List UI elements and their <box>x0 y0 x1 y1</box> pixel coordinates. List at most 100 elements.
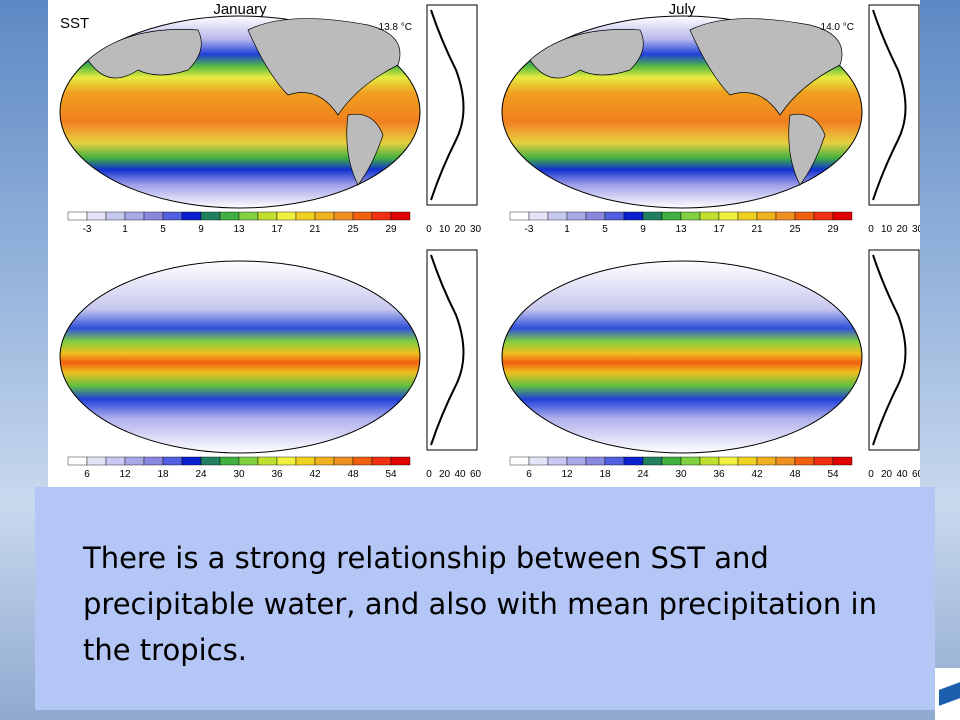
caption: There is a strong relationship between S… <box>35 487 935 710</box>
land <box>529 29 644 79</box>
colorbar-cell <box>333 456 354 466</box>
colorbar-cell <box>509 456 530 466</box>
colorbar-cell <box>547 211 568 221</box>
profile-tick-label: 20 <box>454 224 466 235</box>
colorbar-cell <box>105 211 126 221</box>
colorbar-tick-label: -3 <box>525 224 534 235</box>
colorbar-tick-label: 25 <box>347 224 359 235</box>
colorbar-cell <box>257 211 278 221</box>
profile-box <box>426 249 478 451</box>
colorbar-cell <box>124 456 145 466</box>
colorbar-cell <box>680 211 701 221</box>
colorbar-tick-label: 30 <box>233 469 245 480</box>
colorbar-cell <box>67 456 88 466</box>
colorbar-cell <box>219 211 240 221</box>
colorbar-tick-label: 54 <box>827 469 839 480</box>
profile-tick-label: 20 <box>896 224 908 235</box>
profile-tick-label: 40 <box>454 469 466 480</box>
profile-tick-label: 20 <box>439 469 451 480</box>
colorbar-cell <box>67 211 88 221</box>
profile-box <box>868 249 920 451</box>
colorbar-cell <box>737 456 758 466</box>
colorbar-cell <box>661 456 682 466</box>
profile-box <box>426 4 478 206</box>
colorbar-cell <box>585 456 606 466</box>
colorbar-cell <box>314 211 335 221</box>
colorbar-tick-label: 6 <box>84 469 90 480</box>
colorbar-cell <box>86 211 107 221</box>
profile-tick-label: 10 <box>881 224 893 235</box>
profile-curve <box>872 9 907 201</box>
colorbar-cell <box>200 211 221 221</box>
colorbar-cell <box>352 456 373 466</box>
profile-tick-label: 0 <box>868 224 874 235</box>
colorbar-cell <box>604 456 625 466</box>
colorbar-tick-label: 13 <box>233 224 245 235</box>
colorbar-cell <box>699 456 720 466</box>
colorbar-cell <box>832 211 853 221</box>
colorbar-cell <box>661 211 682 221</box>
colorbar-cell <box>143 211 164 221</box>
colorbar-cell <box>623 211 644 221</box>
colorbar-tick-label: 30 <box>675 469 687 480</box>
colorbar-cell <box>86 456 107 466</box>
colorbar-tick-label: 17 <box>271 224 283 235</box>
panel-mean: 14.0 °C <box>821 22 854 33</box>
colorbar-cell <box>105 456 126 466</box>
colorbar-tick-label: 42 <box>751 469 763 480</box>
colorbar-cell <box>737 211 758 221</box>
profile-tick-label: 0 <box>868 469 874 480</box>
colorbar-cell <box>585 211 606 221</box>
land <box>689 18 843 116</box>
land <box>788 113 826 186</box>
colorbar-tick-label: 5 <box>602 224 608 235</box>
colorbar-cell <box>219 456 240 466</box>
colorbar-cell <box>680 456 701 466</box>
colorbar-cell <box>832 456 853 466</box>
colorbar-cell <box>124 211 145 221</box>
colorbar-cell <box>143 456 164 466</box>
profile-tick-label: 0 <box>426 469 432 480</box>
colorbar-cell <box>390 456 411 466</box>
colorbar-cell <box>238 211 259 221</box>
colorbar-cell <box>528 211 549 221</box>
colorbar-cell <box>547 456 568 466</box>
colorbar-tick-label: 36 <box>271 469 283 480</box>
colorbar-cell <box>813 456 834 466</box>
colorbar-cell <box>200 456 221 466</box>
colorbar-cell <box>181 456 202 466</box>
colorbar-cell <box>238 456 259 466</box>
profile-tick-label: 60 <box>470 469 482 480</box>
colorbar-cell <box>181 211 202 221</box>
profile-tick-label: 0 <box>426 224 432 235</box>
profile-curve <box>430 9 465 201</box>
colorbar-cell <box>162 456 183 466</box>
land <box>346 113 384 186</box>
colorbar-tick-label: 42 <box>309 469 321 480</box>
colorbar-tick-label: 18 <box>157 469 169 480</box>
colorbar-cell <box>566 456 587 466</box>
colorbar-cell <box>604 211 625 221</box>
colorbar-tick-label: 21 <box>309 224 321 235</box>
panel-mean: 13.8 °C <box>379 22 412 33</box>
colorbar-cell <box>794 456 815 466</box>
map <box>501 260 863 454</box>
colorbar-tick-label: 29 <box>827 224 839 235</box>
colorbar-tick-label: 48 <box>347 469 359 480</box>
colorbar-tick-label: 25 <box>789 224 801 235</box>
profile-tick-label: 30 <box>470 224 482 235</box>
colorbar-cell <box>642 456 663 466</box>
column-title: January <box>213 1 267 18</box>
colorbar-cell <box>333 211 354 221</box>
colorbar-tick-label: 54 <box>385 469 397 480</box>
colorbar-tick-label: 1 <box>564 224 570 235</box>
colorbar-tick-label: -3 <box>83 224 92 235</box>
colorbar-tick-label: 29 <box>385 224 397 235</box>
colorbar-cell <box>756 211 777 221</box>
colorbar-tick-label: 1 <box>122 224 128 235</box>
colorbar-cell <box>371 211 392 221</box>
colorbar-cell <box>813 211 834 221</box>
colorbar-cell <box>295 211 316 221</box>
